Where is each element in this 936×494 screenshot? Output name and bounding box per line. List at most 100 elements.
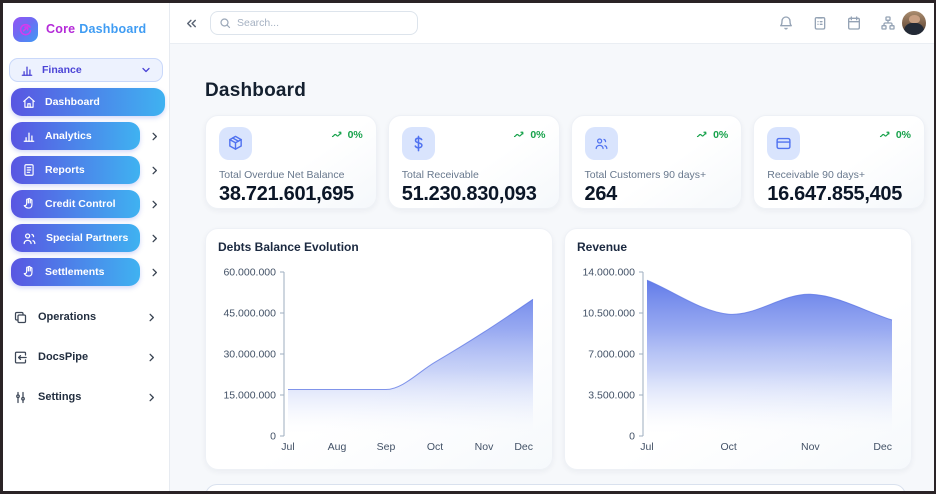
area-chart: 0 15.000.000 30.000.000 45.000.000 60.000.00… [223,267,534,453]
charts-row: Debts Balance Evolution 0 15.000.000 30.00… [205,228,912,470]
search-box[interactable] [210,11,418,35]
trend-value: 0% [895,129,911,141]
sidebar-item-operations[interactable]: Operations [13,306,169,328]
stat-value: 38.721.601,695 [219,183,354,205]
sidebar-item-settings[interactable]: Settings [13,386,169,408]
people-icon [22,231,37,246]
clipboard-icon[interactable] [812,15,828,31]
sidebar-item-label: Dashboard [45,96,100,108]
sitemap-icon[interactable] [880,15,896,31]
trend-badge: 0% [878,129,911,141]
chevron-right-icon[interactable] [149,199,160,210]
x-tick-label: Dec [514,441,533,453]
cube-icon [219,127,252,160]
sidebar-item-label: Analytics [45,130,92,142]
sidebar-item-analytics[interactable]: Analytics [11,122,140,150]
y-tick-label: 60.000.000 [223,267,276,279]
home-icon [22,95,36,109]
trend-badge: 0% [695,129,728,141]
search-input[interactable] [237,17,409,29]
chevron-right-icon[interactable] [149,233,160,244]
sidebar-item-label: DocsPipe [38,351,89,363]
x-tick-label: Dec [873,441,892,453]
chevron-right-icon [146,392,157,403]
stat-card: 0% Total Receivable 51.230.830,093 [387,115,560,209]
stat-card: 0% Total Customers 90 days+ 264 [570,115,743,209]
trend-up-icon [878,129,892,141]
y-tick-label: 30.000.000 [223,349,276,361]
app-title: Core Dashboard [46,22,146,36]
stat-value: 264 [584,183,618,205]
trend-value: 0% [530,129,546,141]
sidebar: Core Dashboard Finance Dashboard Analytic… [3,3,170,491]
sidebar-item-label: Credit Control [45,198,116,210]
sidebar-collapse-button[interactable] [184,16,199,31]
chart-card: Debts Balance Evolution 0 15.000.000 30.00… [205,228,553,470]
x-tick-label: Jul [281,441,294,453]
x-tick-label: Nov [475,441,494,453]
people-icon [584,127,618,160]
stat-card: 0% Receivable 90 days+ 16.647.855,405 [753,115,925,209]
content: Dashboard 0% Total Overdue Net Balance 3… [170,44,934,491]
x-tick-label: Oct [720,441,736,453]
sidebar-item-reports[interactable]: Reports [11,156,140,184]
sidebar-item-special-partners[interactable]: Special Partners [11,224,140,252]
sidebar-item-label: Special Partners [46,232,129,244]
logo-row: Core Dashboard [3,3,169,45]
y-tick-label: 0 [629,431,635,443]
export-icon [13,350,28,365]
chevron-down-icon [140,64,152,76]
hand-icon [22,265,36,279]
bar-chart-icon [20,63,34,77]
stat-card: 0% Total Overdue Net Balance 38.721.601,… [205,115,377,209]
main-area: Dashboard 0% Total Overdue Net Balance 3… [170,3,934,491]
x-tick-label: Jul [640,441,653,453]
x-tick-label: Aug [328,441,347,453]
y-tick-label: 45.000.000 [223,308,276,320]
sidebar-nav: Dashboard Analytics Reports Credit Contr… [3,88,169,286]
sidebar-item-docspipe[interactable]: DocsPipe [13,346,169,368]
app-title-core: Core [46,22,76,36]
trend-badge: 0% [330,129,363,141]
stat-label: Total Receivable [401,169,479,181]
bar-chart-icon [22,129,36,143]
sidebar-section-finance[interactable]: Finance [9,58,163,82]
x-tick-label: Oct [427,441,443,453]
sidebar-item-label: Settlements [45,266,105,278]
chevron-right-icon [146,352,157,363]
calendar-icon[interactable] [846,15,862,31]
y-tick-label: 14.000.000 [582,267,635,279]
y-tick-label: 3.500.000 [588,390,635,402]
stat-value: 51.230.830,093 [401,183,537,205]
chevron-right-icon[interactable] [149,165,160,176]
sliders-icon [13,390,28,405]
hand-icon [22,197,36,211]
stat-label: Total Customers 90 days+ [584,169,707,181]
sidebar-item-credit-control[interactable]: Credit Control [11,190,140,218]
bell-icon[interactable] [778,15,794,31]
app-window: Core Dashboard Finance Dashboard Analytic… [3,3,934,491]
search-icon [219,17,231,29]
chart-title: Debts Balance Evolution [218,240,359,254]
trend-value: 0% [347,129,363,141]
trend-up-icon [695,129,709,141]
sidebar-item-dashboard[interactable]: Dashboard [11,88,165,116]
chevron-right-icon[interactable] [149,267,160,278]
x-tick-label: Sep [377,441,396,453]
dollar-icon [401,127,435,160]
area-chart: 0 3.500.000 7.000.000 10.500.000 14.000.000 J… [582,267,893,453]
chevron-right-icon[interactable] [149,131,160,142]
trend-up-icon [330,129,344,141]
y-tick-label: 10.500.000 [582,308,635,320]
document-icon [22,163,36,177]
y-tick-label: 7.000.000 [588,349,635,361]
sidebar-item-label: Reports [45,164,85,176]
sidebar-item-settlements[interactable]: Settlements [11,258,140,286]
user-avatar[interactable] [902,11,926,35]
area-fill [288,299,533,436]
sidebar-item-label: Operations [38,311,97,323]
stat-label: Total Overdue Net Balance [219,169,345,181]
chart-title: Revenue [577,240,628,254]
topbar-icons [778,11,926,35]
trend-value: 0% [713,129,729,141]
